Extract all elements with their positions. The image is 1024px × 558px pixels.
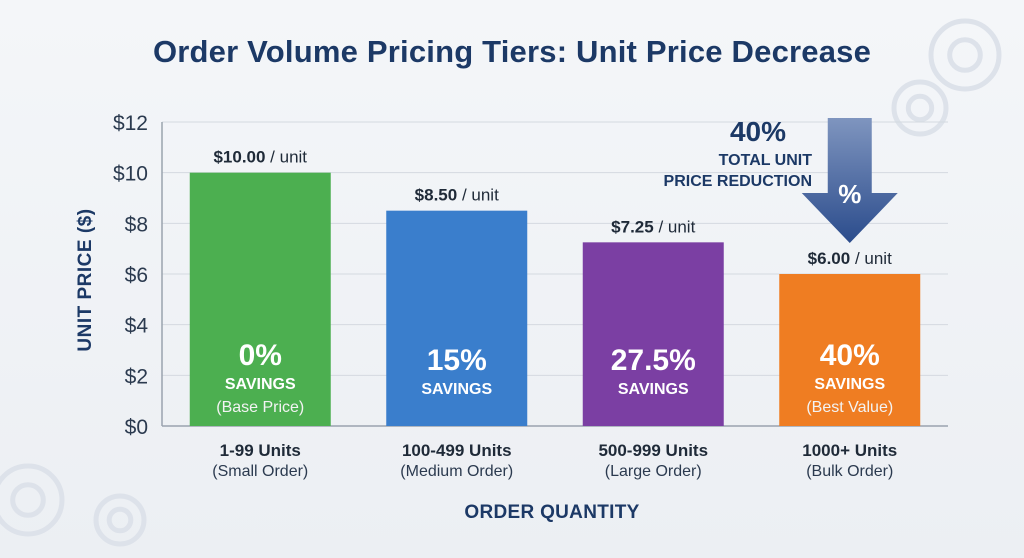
- x-subcategory-label: (Large Order): [605, 463, 702, 480]
- chart-title: Order Volume Pricing Tiers: Unit Price D…: [152, 34, 872, 69]
- y-tick-label: $0: [125, 416, 148, 439]
- y-tick-label: $8: [125, 213, 148, 236]
- x-subcategory-label: (Bulk Order): [806, 463, 893, 480]
- y-tick-label: $2: [125, 365, 148, 388]
- bar-savings-label: SAVINGS: [618, 381, 689, 398]
- x-category-label: 1000+ Units: [802, 441, 897, 460]
- x-axis-label: ORDER QUANTITY: [464, 502, 640, 523]
- bar-price-label: $10.00 / unit: [213, 148, 307, 167]
- bar-savings-label: SAVINGS: [814, 376, 885, 393]
- bar: [386, 210, 528, 426]
- bar-savings-percent: 40%: [820, 339, 880, 372]
- bar-savings-percent: 0%: [239, 339, 282, 372]
- arrow-shape: [801, 118, 898, 243]
- bar-note: (Best Value): [806, 399, 893, 416]
- bar-savings-percent: 27.5%: [611, 344, 696, 377]
- gear-icon: [93, 493, 147, 547]
- y-tick-label: $4: [125, 315, 149, 338]
- gear-icon: [891, 79, 949, 137]
- gear-hub: [905, 93, 935, 123]
- bar-price-label: $8.50 / unit: [415, 186, 499, 205]
- y-tick-label: $10: [113, 163, 148, 186]
- x-category-label: 100-499 Units: [402, 441, 512, 460]
- annotation-percent: 40%: [730, 116, 786, 147]
- arrow-percent-symbol: %: [838, 179, 861, 209]
- down-arrow-icon: %: [801, 118, 898, 243]
- x-subcategory-label: (Medium Order): [400, 463, 513, 480]
- bar-price-label: $7.25 / unit: [611, 217, 695, 236]
- annotation-line1: TOTAL UNIT: [719, 152, 813, 169]
- bar: [189, 172, 331, 426]
- gear-icon: [928, 18, 1002, 92]
- annotation-line2: PRICE REDUCTION: [664, 173, 812, 190]
- bar: [582, 242, 724, 426]
- x-category-label: 500-999 Units: [598, 441, 708, 460]
- bar-note: (Base Price): [216, 399, 304, 416]
- gear-hub: [10, 482, 46, 518]
- x-subcategory-label: (Small Order): [212, 463, 308, 480]
- bar: [779, 274, 921, 426]
- bar-savings-label: SAVINGS: [421, 381, 492, 398]
- bar-price-label: $6.00 / unit: [808, 249, 892, 268]
- gear-hub: [106, 506, 134, 534]
- y-tick-label: $6: [125, 264, 148, 287]
- x-category-label: 1-99 Units: [220, 441, 301, 460]
- decorative-gears: [0, 18, 1002, 547]
- gear-hub: [947, 37, 983, 73]
- bar-savings-label: SAVINGS: [225, 376, 296, 393]
- bar-savings-percent: 15%: [427, 344, 487, 377]
- y-tick-label: $12: [113, 112, 148, 135]
- gear-icon: [0, 463, 65, 537]
